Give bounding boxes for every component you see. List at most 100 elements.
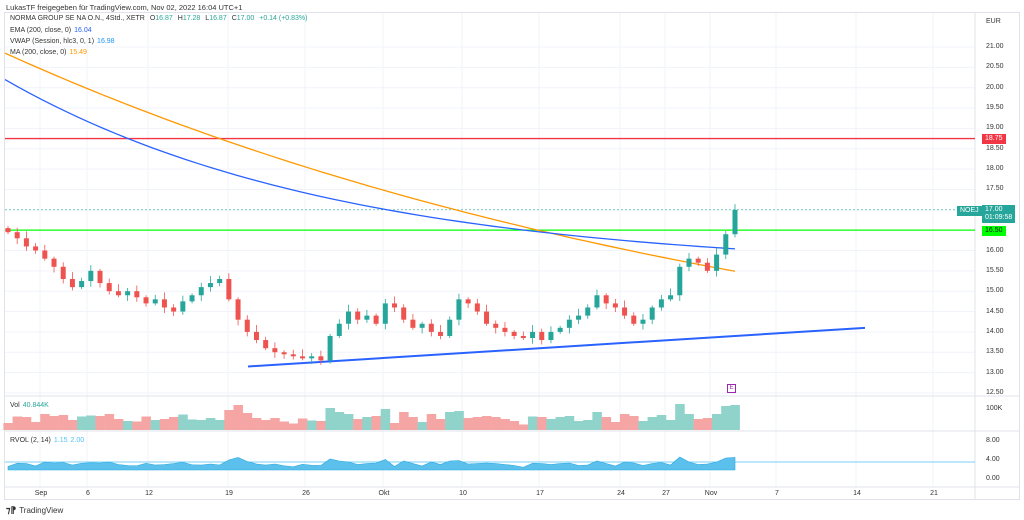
candle: [88, 270, 94, 282]
volume-bar: [730, 405, 740, 430]
vwap-value: 16.98: [97, 38, 115, 45]
candle: [327, 335, 333, 361]
price-tick: 16.00: [986, 246, 1004, 254]
rvol-axis-8: 8.00: [986, 437, 1000, 444]
time-tick: Nov: [704, 490, 718, 497]
candle: [557, 327, 563, 332]
volume-bar: [58, 415, 69, 430]
bar-countdown: 01:09:58: [985, 214, 1013, 221]
tradingview-logo[interactable]: ⁊⁋ TradingView: [6, 505, 63, 516]
volume-bar: [104, 414, 115, 430]
volume-bar: [141, 416, 151, 430]
candle: [198, 287, 204, 296]
volume-bar: [31, 422, 41, 430]
footer-brand: TradingView: [19, 506, 64, 515]
ma-legend[interactable]: MA (200, close, 0) 15.49: [10, 49, 87, 56]
volume-bar: [353, 419, 363, 430]
chart-frame: [4, 12, 1020, 500]
time-tick: 7: [775, 490, 779, 497]
volume-label: Vol: [10, 402, 20, 409]
rvol-label: RVOL (2, 14): [10, 437, 51, 444]
volume-bar: [334, 412, 345, 430]
price-tick: 19.50: [986, 104, 1004, 112]
volume-bar: [150, 420, 161, 430]
candle: [355, 311, 361, 320]
volume-bar: [583, 420, 593, 430]
earnings-badge[interactable]: E: [727, 384, 736, 393]
attribution: LukasTF freigegeben für TradingView.com,…: [6, 3, 243, 12]
candle: [474, 303, 480, 312]
volume-bar: [196, 420, 207, 430]
candle: [42, 250, 48, 259]
candle: [704, 262, 710, 271]
volume-bar: [371, 416, 382, 430]
candle: [465, 299, 471, 304]
price-tick: 20.50: [986, 63, 1004, 71]
candle: [318, 356, 324, 361]
volume-bar: [132, 421, 142, 430]
candle: [530, 331, 536, 339]
volume-bar: [233, 405, 243, 430]
candle: [686, 258, 692, 267]
volume-bar: [408, 417, 418, 430]
volume-bar: [647, 417, 658, 430]
ticker-tag: NOEJ: [957, 206, 982, 216]
candle: [217, 278, 223, 284]
symbol-name: NORMA GROUP SE NA O.N., 4Std., XETR: [10, 15, 145, 22]
rvol-area: [7, 456, 736, 471]
candle: [714, 254, 720, 271]
low-value: 16.87: [209, 15, 227, 22]
candle: [97, 270, 103, 284]
candle: [585, 307, 591, 316]
time-tick: 24: [617, 490, 625, 497]
rvol-value-2: 2.00: [70, 437, 85, 444]
volume-bar: [656, 415, 667, 430]
price-tick: 19.00: [986, 124, 1004, 132]
volume-bar: [693, 419, 704, 430]
price-tick: 18.00: [986, 165, 1004, 173]
candle: [594, 295, 600, 308]
trend-line: [247, 326, 866, 368]
volume-bar: [242, 413, 253, 430]
volume-bar: [205, 418, 216, 430]
volume-bar: [77, 416, 87, 430]
time-tick: 6: [86, 490, 90, 497]
candle: [281, 352, 287, 355]
candle: [668, 295, 674, 300]
rvol-legend[interactable]: RVOL (2, 14) 1.15 2.00: [10, 437, 84, 444]
volume-bar: [417, 422, 428, 430]
candle: [576, 315, 582, 320]
ema-legend[interactable]: EMA (200, close, 0) 16.04: [10, 27, 92, 34]
close-value: 17.00: [236, 15, 255, 22]
candle: [207, 283, 213, 288]
candle: [539, 331, 545, 341]
volume-bar: [123, 421, 133, 430]
vwap-legend[interactable]: VWAP (Session, hlc3, 0, 1) 16.98: [10, 38, 115, 45]
currency-label: EUR: [986, 18, 1001, 25]
candle: [161, 299, 167, 308]
volume-bar: [555, 417, 566, 430]
price-tick: 17.50: [986, 185, 1004, 193]
candle: [253, 331, 259, 341]
volume-legend[interactable]: Vol 40.844K: [10, 402, 49, 409]
volume-bar: [21, 417, 32, 430]
volume-bar: [500, 419, 510, 430]
price-tick: 13.00: [986, 368, 1004, 376]
volume-bar: [702, 418, 713, 430]
volume-bar: [638, 421, 648, 430]
volume-bar: [187, 419, 197, 430]
candle: [79, 281, 85, 288]
vwap-label: VWAP (Session, hlc3, 0, 1): [10, 38, 95, 45]
candle: [33, 246, 39, 251]
candle: [695, 258, 701, 263]
candle: [134, 291, 140, 298]
volume-bar: [518, 424, 529, 430]
candle: [171, 307, 177, 312]
volume-bar: [610, 422, 621, 430]
last-price: 17.00: [985, 206, 1003, 213]
candle: [60, 266, 66, 279]
price-tick: 12.50: [986, 388, 1004, 396]
symbol-legend[interactable]: NORMA GROUP SE NA O.N., 4Std., XETR O16.…: [10, 15, 308, 22]
ma-label: MA (200, close, 0): [10, 49, 67, 56]
